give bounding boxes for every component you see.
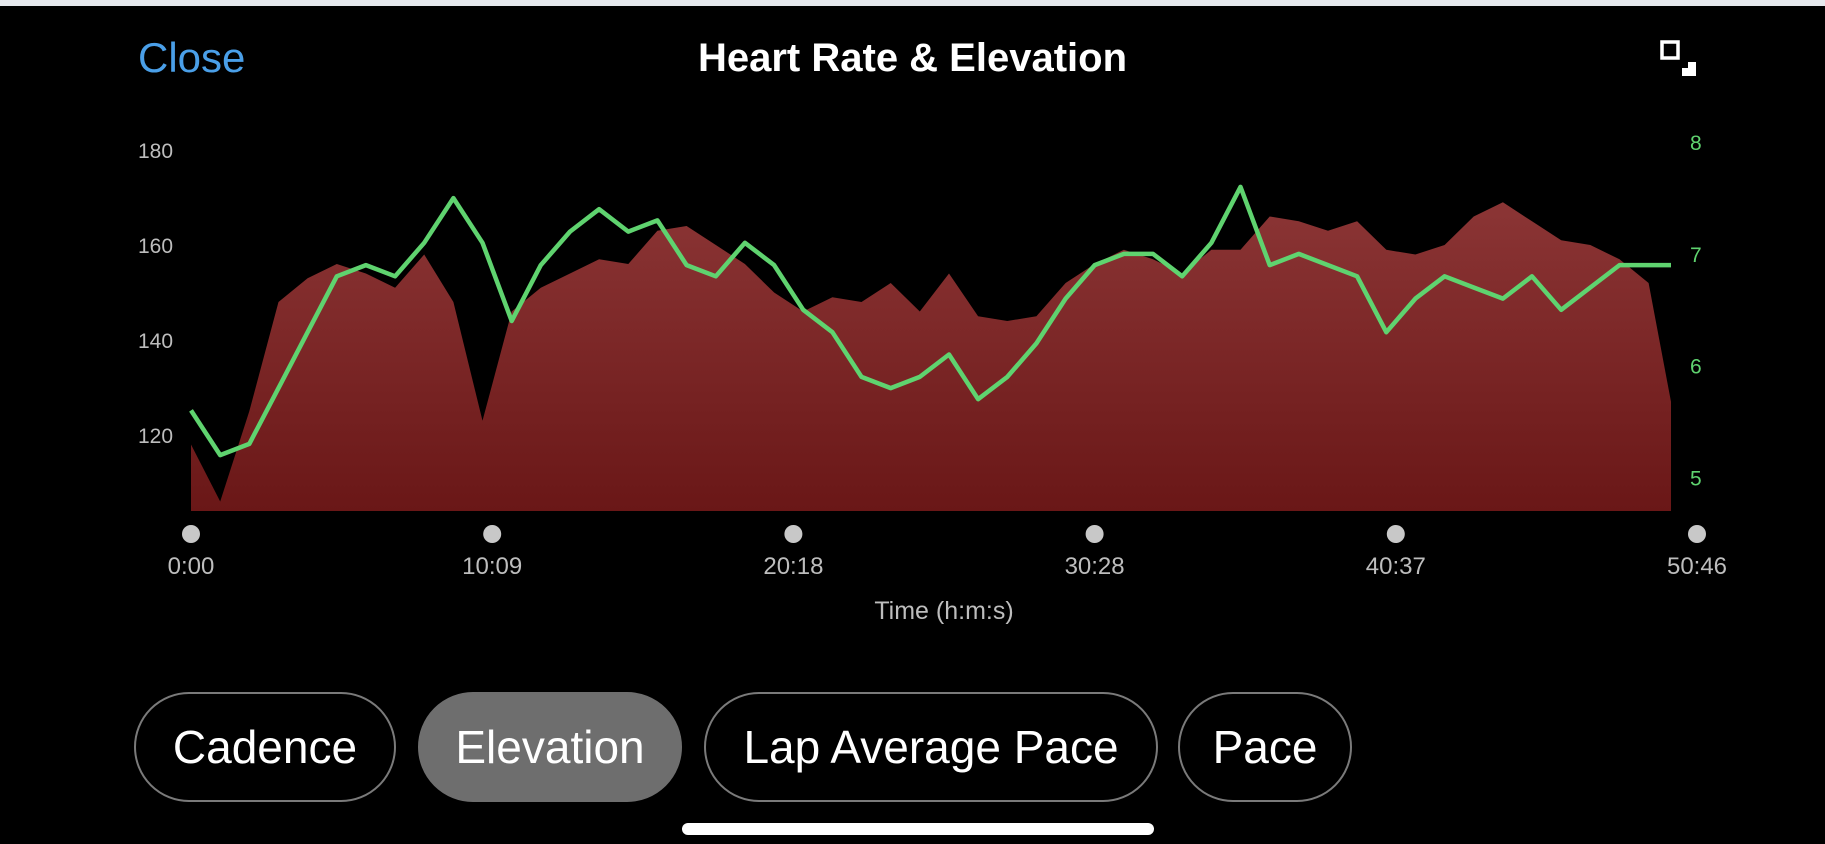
x-axis-tick: 0:00 (168, 553, 215, 580)
chart-svg: 120 140 160 180 5 6 7 8 0:00 10:09 20:18 30:28 40:… (138, 132, 1727, 625)
x-axis-handle[interactable] (1386, 525, 1405, 543)
left-axis-tick: 180 (138, 140, 173, 163)
x-axis-tick: 20:18 (763, 553, 823, 580)
chart: 120 140 160 180 5 6 7 8 0:00 10:09 20:18 30:28 40:… (0, 6, 1825, 646)
home-indicator[interactable] (682, 823, 1154, 835)
left-axis-tick: 120 (138, 425, 173, 448)
right-axis-tick: 8 (1690, 132, 1702, 155)
x-axis-handle[interactable] (1688, 525, 1706, 543)
x-axis-handle[interactable] (784, 525, 803, 543)
right-axis-tick: 6 (1690, 356, 1702, 379)
x-axis-handle[interactable] (1085, 525, 1104, 543)
expand-icon[interactable] (1658, 38, 1702, 82)
x-axis-handle[interactable] (182, 525, 200, 543)
x-axis-tick: 30:28 (1065, 553, 1125, 580)
page-title: Heart Rate & Elevation (697, 36, 1128, 80)
tab-lap-average-pace[interactable]: Lap Average Pace (704, 692, 1158, 802)
elevation-area (191, 202, 1671, 512)
tab-pace[interactable]: Pace (1178, 692, 1352, 802)
left-axis-tick: 140 (138, 330, 173, 353)
tab-elevation[interactable]: Elevation (418, 692, 682, 802)
tab-cadence[interactable]: Cadence (134, 692, 396, 802)
x-axis-tick: 10:09 (462, 553, 522, 580)
x-axis-tick: 50:46 (1667, 553, 1727, 580)
left-axis-tick: 160 (138, 235, 173, 258)
right-axis-tick: 7 (1690, 244, 1702, 267)
close-button[interactable]: Close (138, 34, 246, 81)
right-axis-tick: 5 (1690, 467, 1702, 490)
x-axis-label: Time (h:m:s) (874, 597, 1013, 625)
screen: Close Heart Rate & Elevation 120 140 160 18… (0, 6, 1825, 844)
heart-rate-line (189, 184, 1671, 458)
x-axis-handle[interactable] (483, 525, 502, 543)
x-axis-tick: 40:37 (1366, 553, 1426, 580)
